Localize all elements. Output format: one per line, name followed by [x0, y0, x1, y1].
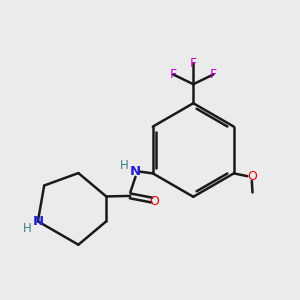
- Text: N: N: [32, 215, 44, 228]
- Text: O: O: [150, 195, 160, 208]
- Text: F: F: [190, 57, 197, 70]
- Text: F: F: [169, 68, 177, 81]
- Text: H: H: [120, 159, 129, 172]
- Text: F: F: [210, 68, 217, 81]
- Text: N: N: [130, 165, 141, 178]
- Text: H: H: [23, 222, 32, 236]
- Text: O: O: [247, 170, 257, 183]
